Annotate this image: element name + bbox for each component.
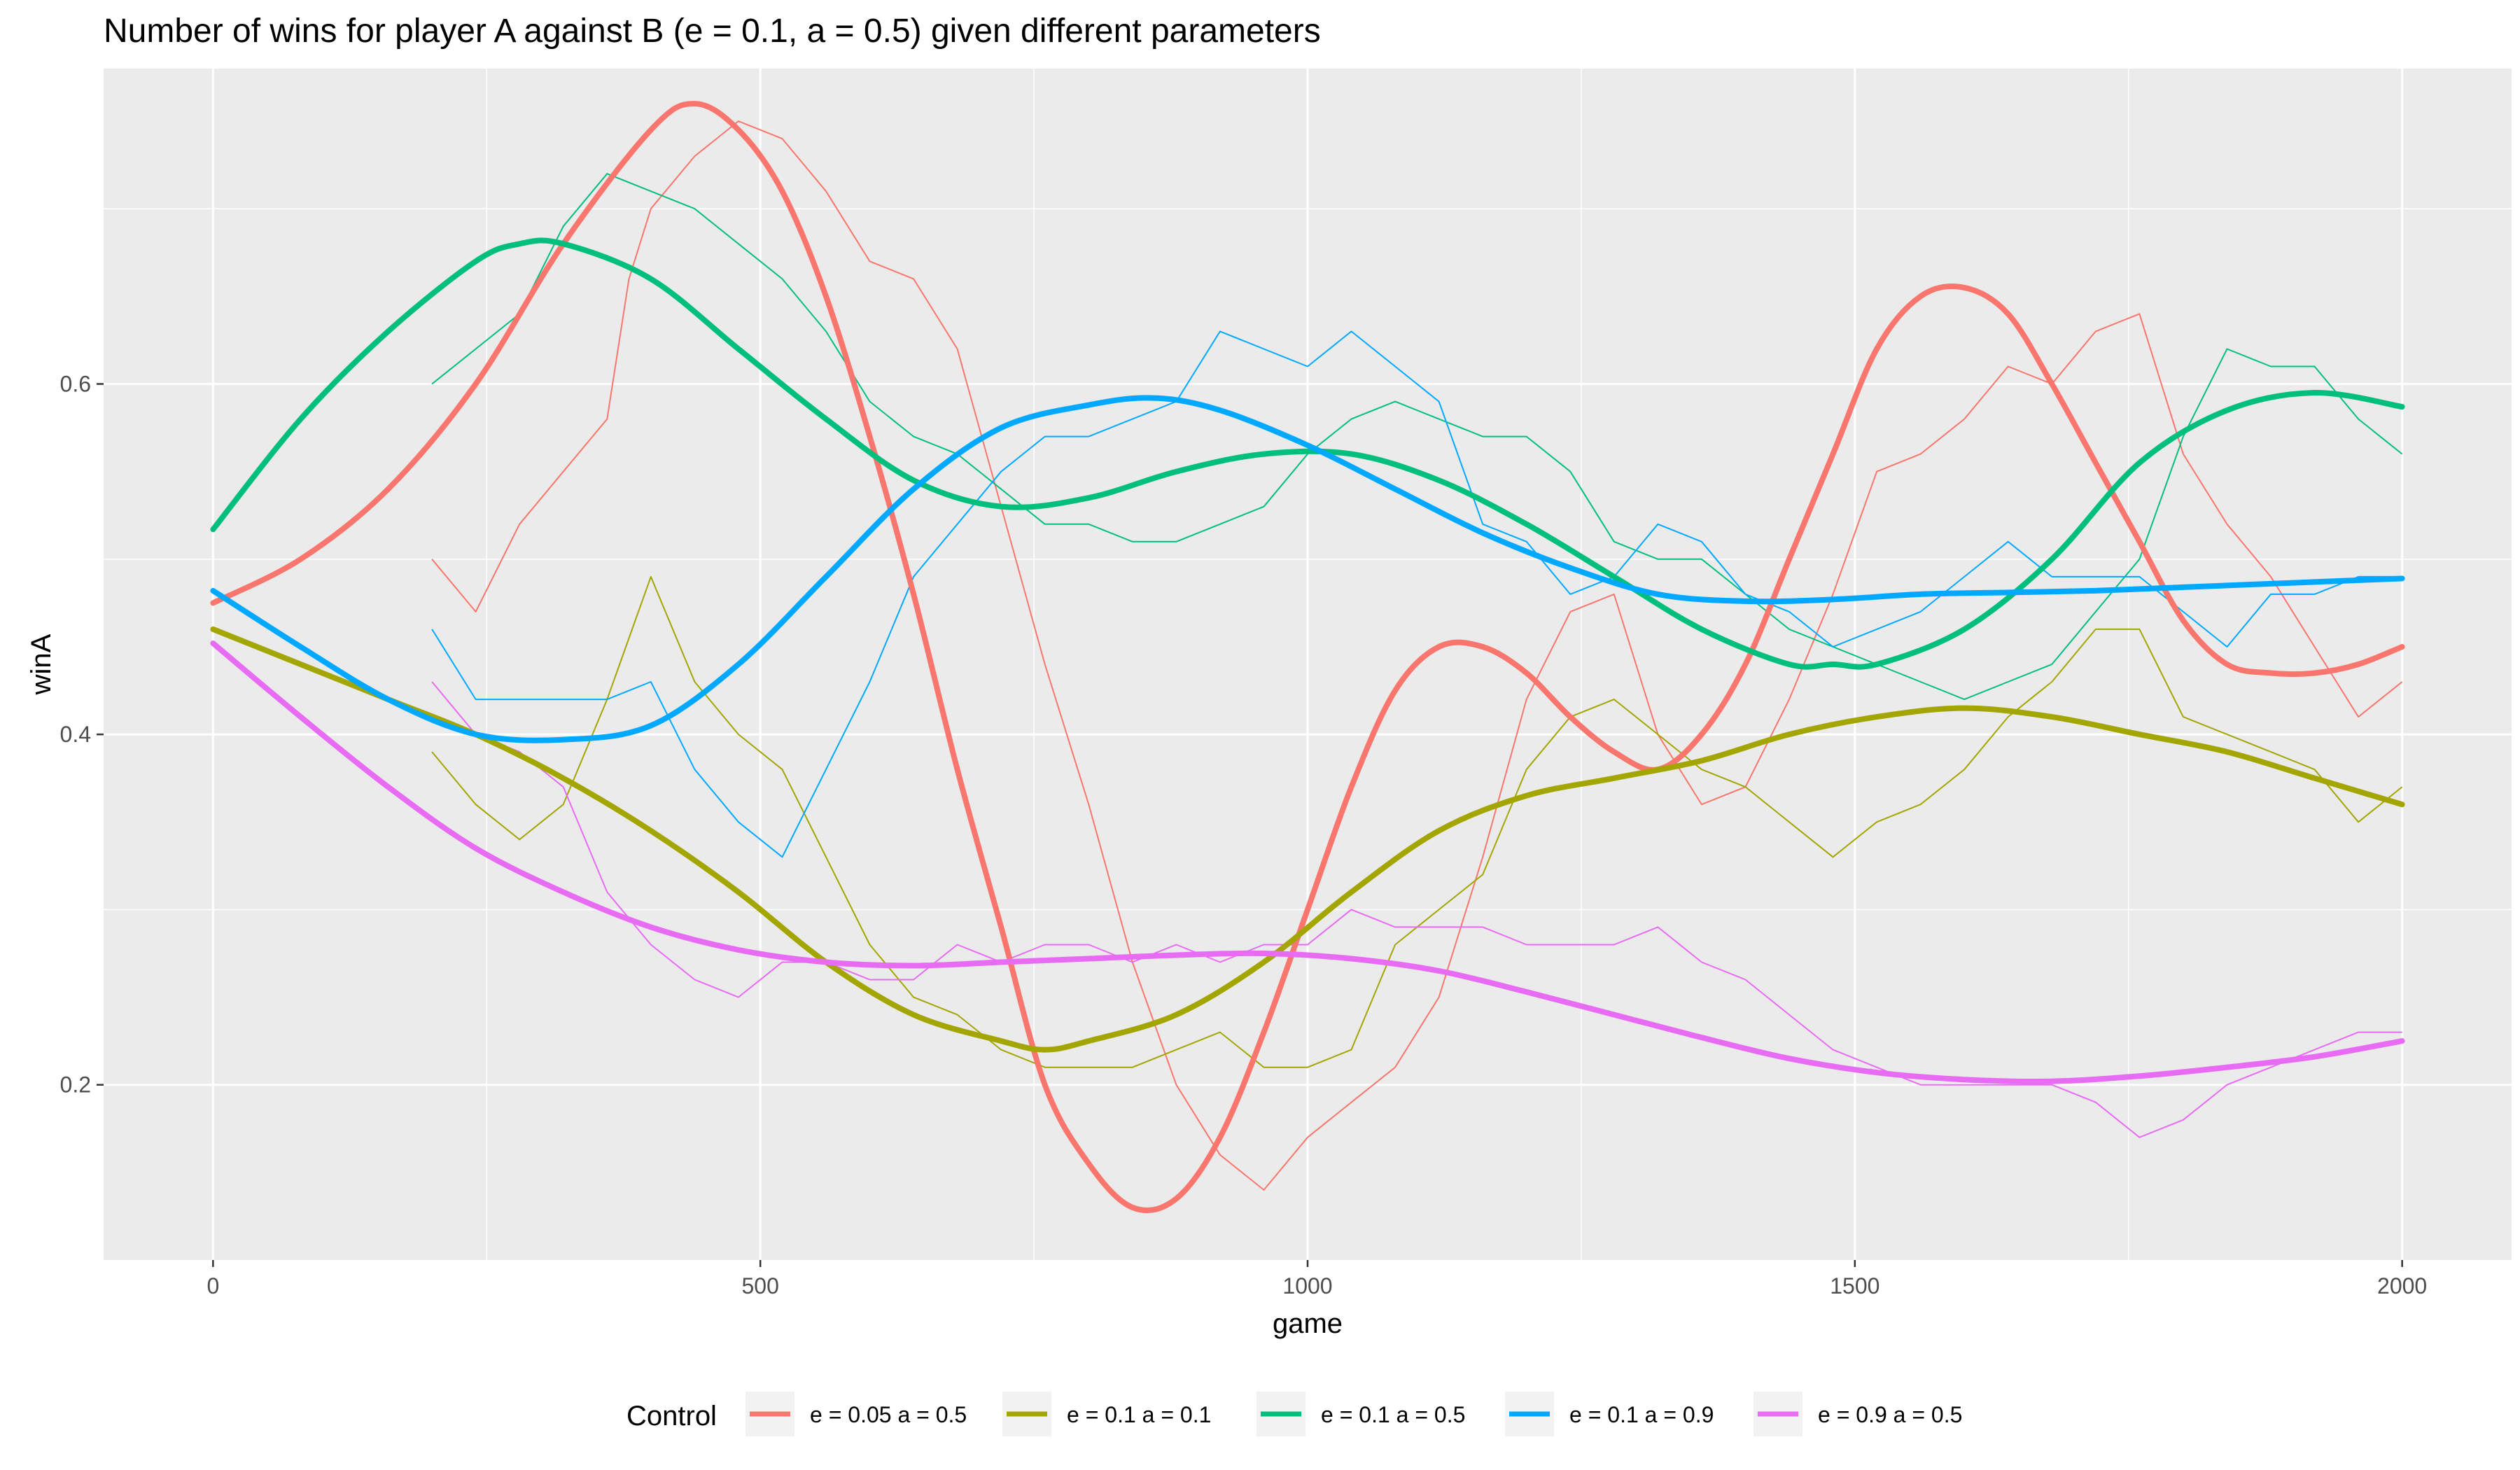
series-smooth-line-5 (210, 640, 2405, 1084)
legend-label-5: e = 0.9 a = 0.5 (1818, 1402, 1962, 1427)
x-axis-title: game (1273, 1308, 1343, 1339)
series-layer (210, 101, 2405, 1214)
series-smooth-line-3 (210, 237, 2405, 670)
y-tick-label: 0.6 (60, 372, 91, 397)
series-raw-line-3 (431, 173, 2403, 701)
chart-title: Number of wins for player A against B (e… (104, 13, 1321, 50)
x-tick-label: 1500 (1830, 1273, 1879, 1298)
x-tick-label: 2000 (2377, 1273, 2427, 1298)
y-tick-label: 0.4 (60, 722, 91, 747)
series-raw-line-1 (431, 120, 2403, 1191)
legend-label-2: e = 0.1 a = 0.1 (1067, 1402, 1211, 1427)
legend-title: Control (626, 1401, 717, 1432)
x-tick-label: 1000 (1282, 1273, 1332, 1298)
axis-ticks (97, 383, 2403, 1267)
y-axis-title: winA (26, 634, 57, 695)
series-raw-line-5 (431, 681, 2402, 1138)
tick-labels: 0 500 1000 1500 2000 0.2 0.4 0.6 (60, 372, 2428, 1298)
legend: Control e = 0.05 a = 0.5 e = 0.1 a = 0.1 e… (626, 1392, 1962, 1436)
x-tick-label: 500 (741, 1273, 778, 1298)
legend-label-4: e = 0.1 a = 0.9 (1569, 1402, 1714, 1427)
series-smooth-line-4 (210, 395, 2405, 743)
legend-label-3: e = 0.1 a = 0.5 (1321, 1402, 1465, 1427)
series-smooth-line-1 (210, 101, 2405, 1214)
series-raw-line-4 (431, 330, 2402, 858)
series-smooth-line-2 (210, 626, 2405, 1053)
x-tick-label: 0 (206, 1273, 219, 1298)
y-tick-label: 0.2 (60, 1072, 91, 1098)
legend-label-1: e = 0.05 a = 0.5 (810, 1402, 967, 1427)
